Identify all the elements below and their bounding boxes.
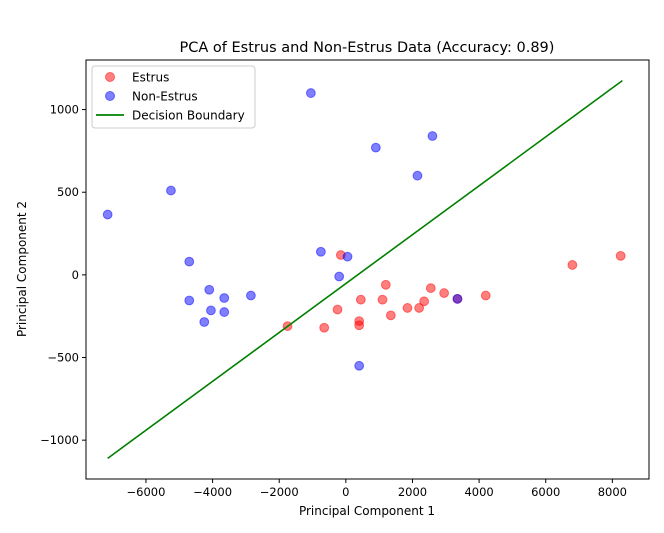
y-tick-label: 500 (57, 185, 79, 199)
data-point-estrus-6 (355, 294, 366, 305)
axes-frame (85, 59, 650, 480)
data-point-non-estrus-5 (412, 170, 423, 181)
legend-marker-estrus (105, 72, 115, 82)
legend-label-estrus: Estrus (132, 71, 169, 85)
y-tick-label: 1000 (50, 103, 79, 117)
legend-label-non-estrus: Non-Estrus (132, 90, 198, 104)
axis-ticks: −6000 −4000 −2000 0 2000 4000 6000 8000 −1000 −50… (40, 103, 627, 499)
data-point-estrus-1 (319, 322, 330, 333)
data-point-estrus-10 (402, 303, 413, 313)
series-line-decision-boundary (107, 80, 623, 459)
plot-area (102, 80, 626, 459)
legend-label-decision-boundary: Decision Boundary (132, 109, 245, 123)
data-point-non-estrus-13 (246, 290, 256, 301)
data-point-non-estrus-12 (184, 295, 195, 306)
data-point-estrus-16 (480, 290, 491, 301)
data-point-non-estrus-0 (102, 209, 113, 220)
data-point-estrus-5 (354, 320, 365, 331)
data-point-estrus-9 (385, 310, 396, 321)
x-tick-label: −4000 (193, 485, 232, 499)
data-point-estrus-7 (377, 294, 388, 305)
data-point-non-estrus-1 (166, 185, 176, 196)
data-point-non-estrus-15 (219, 307, 230, 317)
legend-box (91, 65, 256, 129)
legend-marker-non-estrus (105, 91, 115, 101)
data-point-estrus-11 (414, 303, 425, 313)
data-point-estrus-17 (567, 260, 578, 270)
data-point-estrus-2 (332, 304, 343, 315)
data-point-non-estrus-6 (184, 256, 195, 267)
data-point-non-estrus-10 (204, 284, 215, 295)
chart-title: PCA of Estrus and Non-Estrus Data (Accur… (180, 40, 555, 56)
x-axis-label: Principal Component 1 (299, 504, 435, 518)
x-tick-label: 6000 (531, 485, 560, 499)
x-tick-label: −6000 (127, 485, 166, 499)
x-tick-label: −2000 (260, 485, 299, 499)
x-tick-label: 8000 (598, 485, 627, 499)
y-axis-label: Principal Component 2 (15, 201, 29, 337)
data-point-estrus-14 (439, 288, 450, 298)
data-point-estrus-13 (425, 283, 436, 293)
data-point-non-estrus-14 (206, 305, 216, 316)
data-point-estrus-12 (419, 296, 430, 307)
y-tick-label: 0 (72, 268, 79, 282)
legend: Estrus Non-Estrus Decision Boundary (91, 65, 256, 129)
data-point-estrus-8 (380, 279, 391, 290)
x-tick-label: 0 (342, 485, 349, 499)
y-tick-label: −500 (47, 351, 79, 365)
data-point-non-estrus-8 (342, 251, 353, 262)
data-point-non-estrus-11 (219, 293, 230, 303)
data-point-non-estrus-18 (452, 293, 463, 304)
data-point-estrus-18 (615, 250, 626, 261)
y-tick-label: −1000 (40, 433, 79, 447)
data-point-non-estrus-3 (370, 142, 381, 153)
data-point-non-estrus-9 (334, 271, 345, 282)
x-tick-label: 2000 (398, 485, 427, 499)
data-point-non-estrus-16 (199, 317, 210, 327)
data-point-non-estrus-17 (354, 360, 365, 371)
x-tick-label: 4000 (464, 485, 493, 499)
data-point-non-estrus-2 (305, 88, 316, 98)
data-point-non-estrus-7 (315, 246, 326, 257)
data-point-non-estrus-4 (427, 131, 438, 141)
